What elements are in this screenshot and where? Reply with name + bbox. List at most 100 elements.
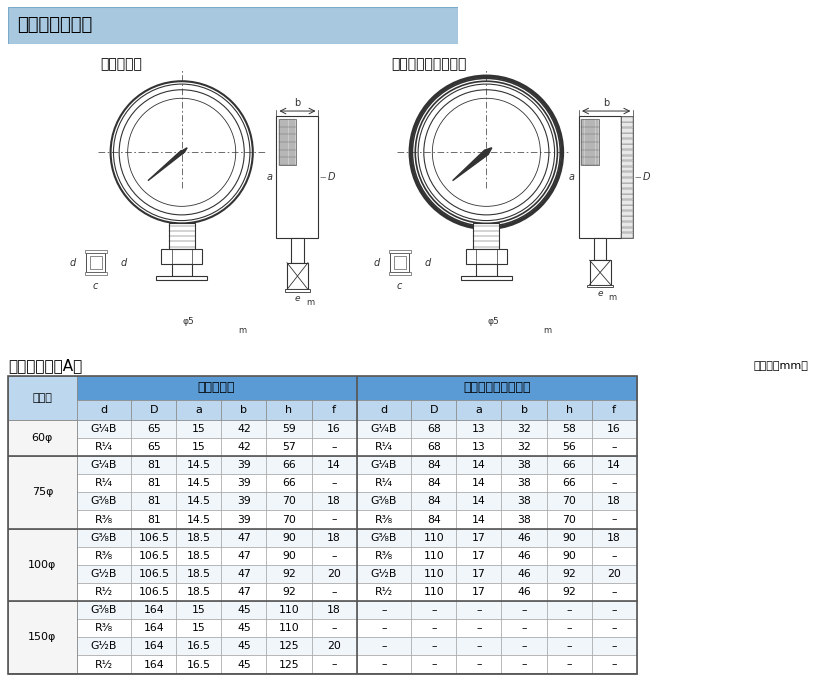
Text: b: b <box>520 405 528 415</box>
Text: 17: 17 <box>472 569 486 579</box>
Text: φ5: φ5 <box>183 317 194 326</box>
Text: 125: 125 <box>279 659 299 670</box>
Bar <box>457 456 502 474</box>
Bar <box>266 529 311 547</box>
Bar <box>221 438 266 456</box>
Text: 46: 46 <box>517 551 531 561</box>
Text: –: – <box>476 659 482 670</box>
Text: 38: 38 <box>517 496 531 506</box>
Bar <box>176 510 221 529</box>
Bar <box>502 601 547 619</box>
Bar <box>8 376 636 674</box>
Text: b: b <box>240 405 248 415</box>
Text: 68: 68 <box>427 442 440 452</box>
Bar <box>266 565 311 583</box>
Bar <box>357 529 411 547</box>
Text: 81: 81 <box>147 496 161 506</box>
Bar <box>457 583 502 601</box>
Text: R¹⁄₂: R¹⁄₂ <box>95 659 113 670</box>
Bar <box>502 547 547 565</box>
Text: 70: 70 <box>282 496 296 506</box>
Text: d: d <box>424 258 431 267</box>
Text: 90: 90 <box>282 533 296 543</box>
Bar <box>357 510 411 529</box>
Text: R³⁄₈: R³⁄₈ <box>375 515 393 525</box>
Bar <box>311 547 357 565</box>
Text: 81: 81 <box>147 515 161 525</box>
Bar <box>357 456 411 474</box>
Bar <box>547 529 592 547</box>
Bar <box>502 456 547 474</box>
Text: d: d <box>381 405 387 415</box>
Text: a: a <box>475 405 482 415</box>
Bar <box>592 619 636 637</box>
Bar <box>621 139 633 144</box>
Text: –: – <box>521 605 527 615</box>
Bar <box>457 547 502 565</box>
Bar <box>8 376 77 420</box>
Bar <box>411 601 457 619</box>
Text: d: d <box>373 258 380 267</box>
Text: G³⁄₈B: G³⁄₈B <box>91 605 117 615</box>
Text: D: D <box>643 173 650 182</box>
Bar <box>176 637 221 655</box>
Bar <box>221 510 266 529</box>
Text: 59: 59 <box>282 424 296 434</box>
Text: 32: 32 <box>517 442 531 452</box>
Text: 70: 70 <box>562 515 576 525</box>
Text: 46: 46 <box>517 533 531 543</box>
Text: 110: 110 <box>423 569 444 579</box>
Bar <box>547 492 592 510</box>
Text: 14: 14 <box>607 460 621 470</box>
Text: c: c <box>93 281 98 290</box>
Bar <box>311 655 357 674</box>
Bar <box>502 492 547 510</box>
Bar <box>221 619 266 637</box>
Bar <box>77 619 132 637</box>
Bar <box>77 420 132 438</box>
Bar <box>457 420 502 438</box>
Text: ケース形状／A形: ケース形状／A形 <box>8 358 83 373</box>
Bar <box>176 565 221 583</box>
Bar <box>266 420 311 438</box>
Bar <box>132 529 176 547</box>
Text: プラスチックケース: プラスチックケース <box>463 381 530 394</box>
Bar <box>357 474 411 492</box>
Bar <box>311 565 357 583</box>
Text: 39: 39 <box>237 460 251 470</box>
Text: 15: 15 <box>192 424 206 434</box>
Bar <box>394 256 406 269</box>
Text: –: – <box>382 659 386 670</box>
Bar <box>176 456 221 474</box>
Text: m: m <box>306 299 314 307</box>
Text: 65: 65 <box>147 424 161 434</box>
Bar <box>502 420 547 438</box>
Text: d: d <box>100 405 108 415</box>
Bar <box>547 399 592 420</box>
Text: b: b <box>603 97 609 108</box>
Bar <box>357 399 411 420</box>
Bar <box>457 438 502 456</box>
Text: m: m <box>609 293 617 303</box>
Text: h: h <box>565 405 573 415</box>
Bar <box>502 510 547 529</box>
Text: –: – <box>611 551 617 561</box>
Text: G¹⁄₂B: G¹⁄₂B <box>91 641 117 651</box>
Bar <box>279 119 297 165</box>
Text: 47: 47 <box>237 533 251 543</box>
Bar <box>8 601 77 674</box>
Bar <box>357 637 411 655</box>
Bar <box>592 637 636 655</box>
Text: G¹⁄₄B: G¹⁄₄B <box>371 424 397 434</box>
Bar <box>621 172 633 177</box>
Bar <box>311 529 357 547</box>
Text: （単位：mm）: （単位：mm） <box>754 361 809 370</box>
Bar <box>176 601 221 619</box>
Bar <box>176 547 221 565</box>
Bar <box>221 565 266 583</box>
Bar <box>592 565 636 583</box>
Bar <box>411 583 457 601</box>
Text: 大きさ: 大きさ <box>33 393 52 403</box>
Text: G³⁄₈B: G³⁄₈B <box>371 496 397 506</box>
Text: 66: 66 <box>562 460 576 470</box>
